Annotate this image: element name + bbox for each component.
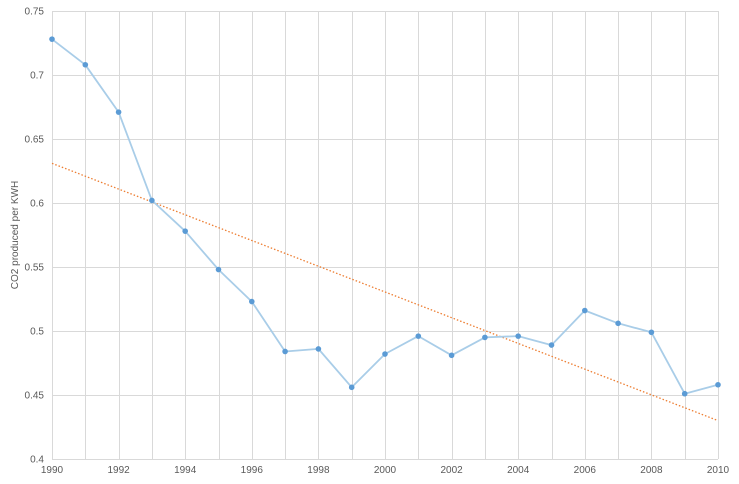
x-tick-label: 1994 — [174, 465, 197, 476]
x-tick-label: 1996 — [241, 465, 264, 476]
grid — [52, 11, 719, 460]
data-point — [482, 334, 488, 341]
x-tick-label: 2000 — [374, 465, 397, 476]
x-tick-label: 1990 — [41, 465, 64, 476]
x-tick-label: 2010 — [707, 465, 730, 476]
x-tick-label: 2004 — [507, 465, 530, 476]
data-point — [315, 346, 322, 352]
y-tick-label: 0.75 — [25, 7, 45, 18]
data-point — [282, 348, 288, 355]
y-tick-label: 0.45 — [25, 391, 45, 402]
y-tick-label: 0.55 — [25, 263, 45, 274]
markers-layer — [49, 36, 721, 397]
y-tick-label: 0.7 — [30, 71, 44, 82]
data-point — [715, 381, 721, 388]
y-axis-ticks: 0.4 0.45 0.5 0.55 0.6 0.65 0.7 0.75 — [25, 7, 45, 466]
data-point — [582, 307, 588, 314]
data-point — [215, 266, 222, 273]
data-point — [49, 36, 55, 42]
data-point — [681, 390, 688, 397]
data-point — [448, 352, 455, 359]
data-point — [249, 298, 255, 305]
y-tick-label: 0.4 — [30, 455, 44, 466]
y-axis-title: CO2 produced per KWH — [10, 181, 21, 289]
data-point — [615, 320, 621, 327]
y-tick-label: 0.65 — [25, 135, 45, 146]
x-tick-label: 1992 — [107, 465, 130, 476]
data-point — [82, 61, 89, 68]
y-tick-label: 0.5 — [30, 327, 44, 338]
data-point — [382, 351, 388, 357]
data-point — [149, 197, 155, 204]
data-point — [348, 384, 355, 391]
data-point — [115, 109, 122, 115]
data-point — [182, 228, 188, 234]
x-axis-ticks: 1990 1992 1994 1996 1998 2000 2002 2004 2006 2008… — [41, 465, 730, 476]
x-tick-label: 1998 — [307, 465, 330, 476]
x-tick-label: 2006 — [574, 465, 597, 476]
x-tick-label: 2002 — [440, 465, 463, 476]
data-point — [648, 329, 655, 336]
data-point — [515, 333, 521, 339]
data-point — [415, 333, 422, 339]
y-tick-label: 0.6 — [30, 199, 44, 210]
x-tick-label: 2008 — [640, 465, 663, 476]
data-point — [548, 342, 555, 348]
